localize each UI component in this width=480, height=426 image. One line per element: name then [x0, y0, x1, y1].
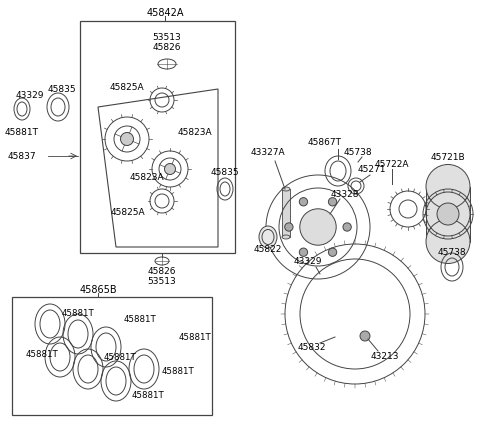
Text: 45881T: 45881T — [61, 309, 95, 318]
Text: 43329: 43329 — [294, 257, 322, 266]
Text: 45865B: 45865B — [79, 284, 117, 294]
Circle shape — [426, 165, 470, 209]
Text: 43328: 43328 — [331, 190, 359, 199]
Text: 53513: 53513 — [148, 277, 176, 286]
Text: 45822: 45822 — [254, 245, 282, 254]
Text: 45881T: 45881T — [104, 353, 136, 362]
Text: 45881T: 45881T — [162, 367, 194, 376]
Text: 45721B: 45721B — [431, 153, 465, 162]
Bar — [426, 187, 470, 242]
Text: 45823A: 45823A — [178, 128, 213, 137]
Circle shape — [165, 164, 176, 175]
Circle shape — [343, 223, 351, 232]
Text: 45738: 45738 — [344, 148, 372, 157]
Bar — [80, 22, 235, 253]
Text: 45271: 45271 — [358, 165, 386, 174]
Circle shape — [328, 248, 337, 257]
Bar — [12, 297, 212, 415]
Text: 45881T: 45881T — [179, 333, 211, 342]
Text: 45823A: 45823A — [130, 173, 165, 182]
Circle shape — [285, 223, 293, 232]
Circle shape — [300, 198, 308, 207]
Text: 45825A: 45825A — [110, 82, 144, 91]
Ellipse shape — [282, 187, 290, 192]
Text: 45881T: 45881T — [25, 350, 59, 359]
Circle shape — [120, 133, 133, 146]
Text: 43327A: 43327A — [251, 148, 285, 157]
Text: 45722A: 45722A — [375, 160, 409, 169]
Circle shape — [328, 198, 337, 207]
Ellipse shape — [259, 227, 277, 248]
Circle shape — [360, 331, 370, 341]
Circle shape — [300, 209, 336, 246]
Text: 45826: 45826 — [153, 43, 181, 52]
Text: 45835: 45835 — [48, 85, 76, 94]
Text: 45837: 45837 — [8, 152, 36, 161]
Text: 43213: 43213 — [371, 352, 399, 361]
Text: 45881T: 45881T — [132, 391, 164, 400]
Circle shape — [300, 248, 308, 257]
Text: 53513: 53513 — [153, 32, 181, 41]
Text: 45842A: 45842A — [146, 8, 184, 18]
Text: 45826: 45826 — [148, 267, 176, 276]
Bar — [282, 190, 290, 237]
Text: 45738: 45738 — [438, 248, 466, 257]
Circle shape — [426, 220, 470, 264]
Text: 45835: 45835 — [211, 168, 240, 177]
Ellipse shape — [282, 236, 290, 239]
Text: 45881T: 45881T — [5, 128, 39, 137]
Text: 45832: 45832 — [298, 343, 326, 352]
Text: 45867T: 45867T — [308, 138, 342, 147]
Text: 45825A: 45825A — [111, 208, 145, 217]
Text: 45881T: 45881T — [124, 315, 156, 324]
Text: 43329: 43329 — [16, 90, 44, 99]
Circle shape — [437, 204, 459, 225]
